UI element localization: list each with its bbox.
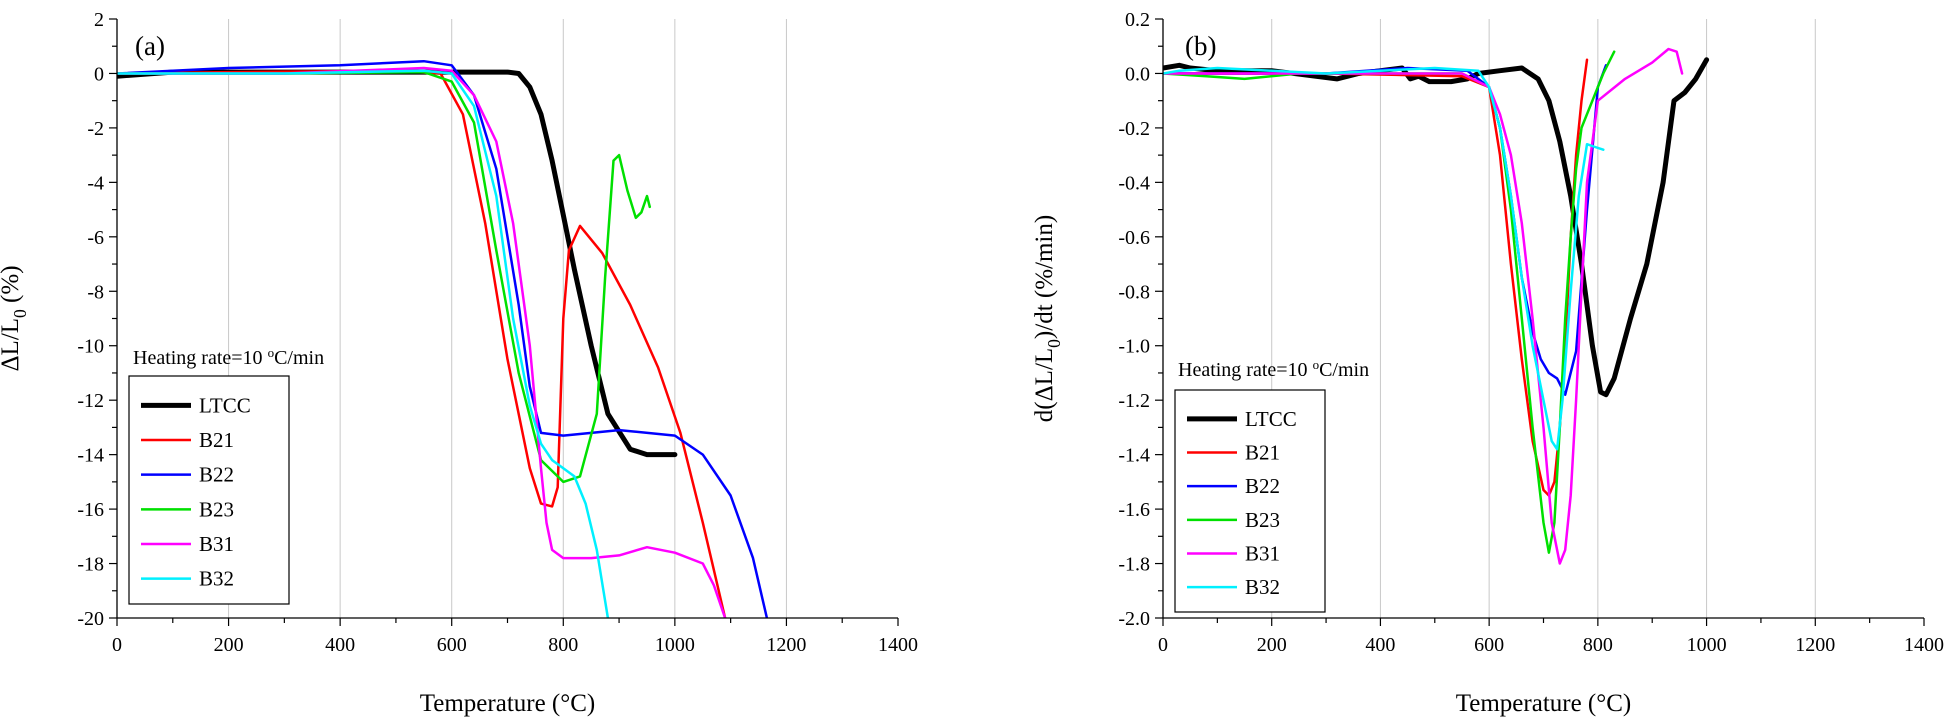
y-tick-label: 2 [94,9,104,31]
y-tick-label: -14 [77,445,104,467]
y-tick-label: -1.8 [1118,554,1150,576]
x-tick-label: 400 [325,634,355,656]
legend: LTCC B21 B22 B23 B31 B32 [128,375,290,605]
y-axis-title: ΔL/L0 (%) [0,265,30,371]
y-tick-label: -4 [87,172,104,194]
series-line-b32 [117,69,610,618]
x-tick-label: 200 [214,634,244,656]
panel-label: (a) [135,31,165,61]
y-tick-label: 0 [94,63,104,85]
series-line-b23 [117,70,652,484]
y-tick-label: 0.2 [1125,9,1150,31]
y-tick-label: -6 [87,227,104,249]
legend-box [1174,389,1326,613]
y-tick-label: -0.6 [1118,227,1150,249]
legend-label-ltcc: LTCC [199,393,251,417]
x-tick-label: 1200 [1795,634,1835,656]
y-tick-label: -2 [87,118,104,140]
legend: LTCC B21 B22 B23 B31 B32 [1174,389,1326,613]
y-tick-label: -12 [77,390,104,412]
y-tick-label: -1.0 [1118,336,1150,358]
y-tick-label: -20 [77,608,104,630]
series-line-b32 [1163,66,1605,451]
series-line-ltcc [1163,57,1710,398]
x-tick-label: 1400 [1904,634,1944,656]
x-axis-title: Temperature (°C) [1456,690,1632,717]
y-tick-label: 0.0 [1125,63,1150,85]
legend-label-b31: B31 [1245,542,1280,566]
y-tick-label: -1.4 [1118,445,1150,467]
x-tick-label: 0 [1158,634,1168,656]
chart-panel-b: 0 200 400 600 800 1000 1200 1400 -2.0 -1.8 -1.6 -1.… [1031,9,1944,717]
chart-panel-a: 0 200 400 600 800 1000 1200 1400-20-18-16-14-12… [0,9,918,717]
panel-label: (b) [1185,31,1216,61]
x-tick-label: 1200 [766,634,806,656]
legend-label-b23: B23 [1245,508,1280,532]
legend-label-b21: B21 [199,428,234,452]
y-tick-label: -2.0 [1118,608,1150,630]
y-tick-label: -18 [77,554,104,576]
series-line-b31 [1163,47,1684,565]
x-tick-label: 1000 [1687,634,1727,656]
x-tick-label: 1400 [878,634,918,656]
y-tick-label: -1.2 [1118,390,1150,412]
legend-label-b31: B31 [199,532,234,556]
y-tick-label: -10 [77,336,104,358]
y-tick-label: -0.4 [1118,172,1150,194]
heating-rate-note: Heating rate=10 oC/min [1178,357,1369,382]
legend-label-b22: B22 [1245,474,1280,498]
series-line-b22 [117,59,769,618]
legend-label-b23: B23 [199,497,234,521]
series-line-b31 [117,66,727,618]
y-tick-label: -0.2 [1118,118,1150,140]
x-axis-title: Temperature (°C) [420,690,596,717]
x-tick-label: 600 [1474,634,1504,656]
y-axis-title: d(ΔL/L0)/dt (%/min) [1031,215,1064,422]
legend-label-b21: B21 [1245,441,1280,465]
x-tick-label: 800 [548,634,578,656]
y-tick-label: -16 [77,499,104,521]
y-tick-label: -1.6 [1118,499,1150,521]
x-tick-label: 800 [1583,634,1613,656]
legend-label-b22: B22 [199,463,234,487]
x-tick-label: 200 [1257,634,1287,656]
x-tick-label: 400 [1365,634,1395,656]
x-tick-label: 0 [112,634,122,656]
legend-label-b32: B32 [199,567,234,591]
x-tick-label: 1000 [655,634,695,656]
heating-rate-note: Heating rate=10 oC/min [133,345,324,370]
legend-label-b32: B32 [1245,575,1280,599]
series-line-b22 [1163,64,1608,396]
x-tick-label: 600 [437,634,467,656]
legend-box [128,375,290,605]
y-tick-label: -0.8 [1118,281,1150,303]
y-tick-label: -8 [87,281,104,303]
legend-label-ltcc: LTCC [1245,407,1297,431]
